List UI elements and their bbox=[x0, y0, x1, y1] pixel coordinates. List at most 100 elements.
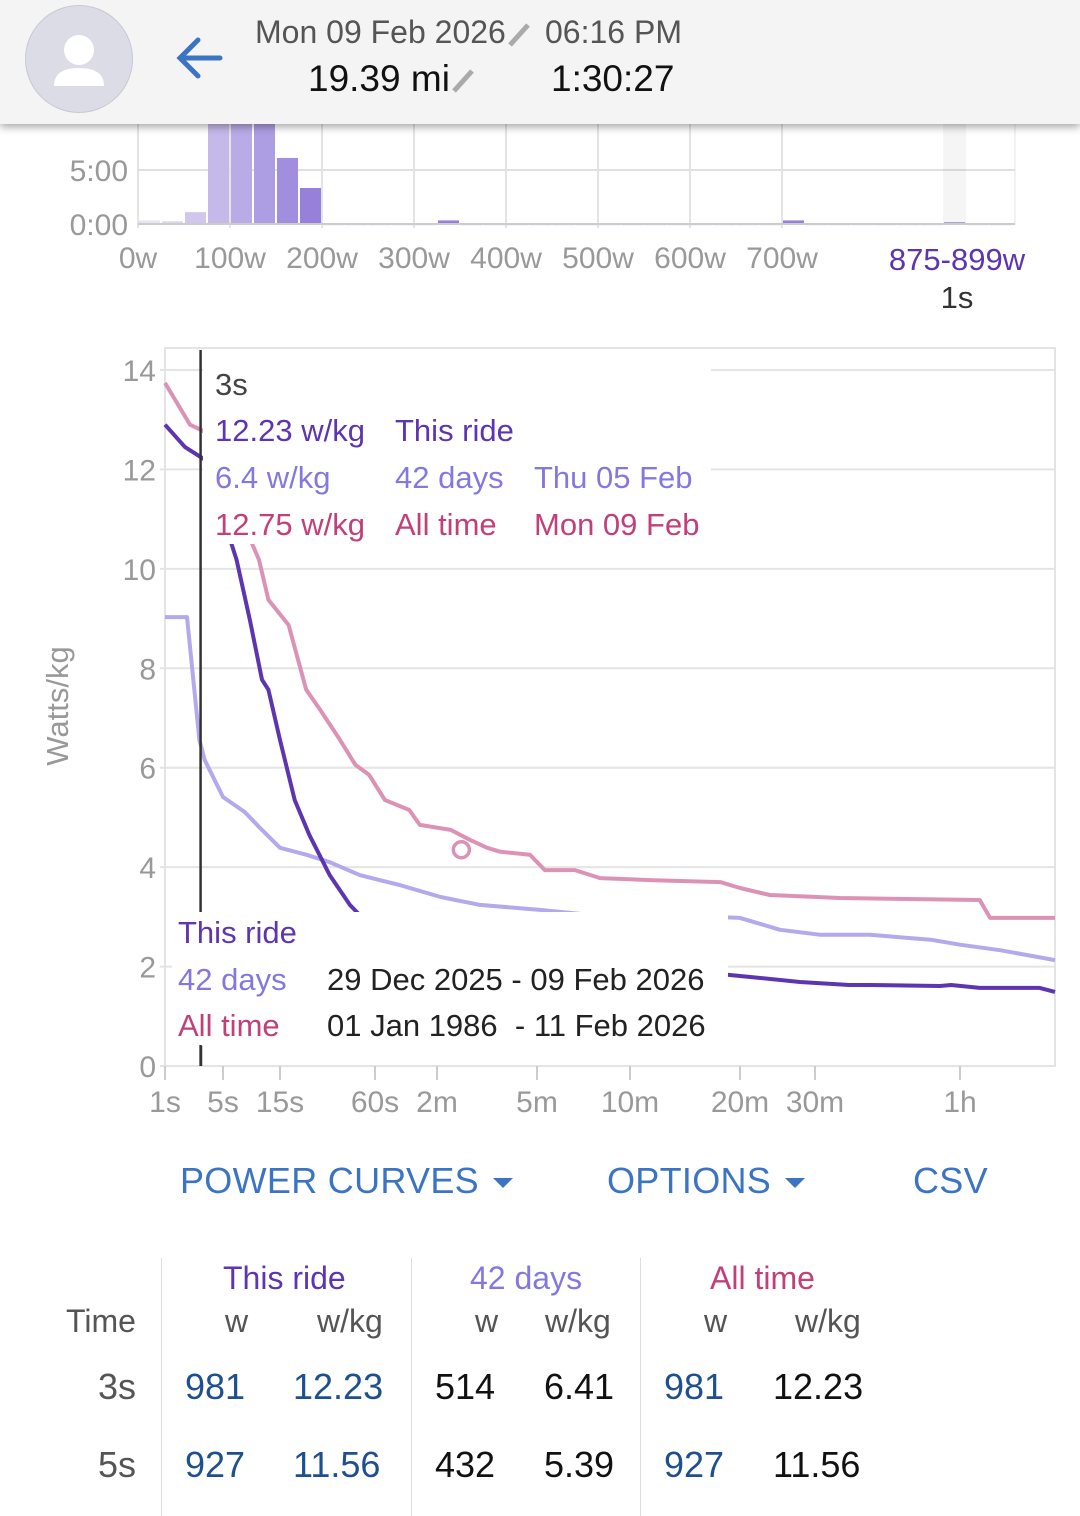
x-tick: 5s bbox=[207, 1086, 239, 1119]
series-line-all-time bbox=[163, 381, 1055, 920]
ride-wkg[interactable]: 12.23 bbox=[293, 1366, 384, 1407]
y-tick: 2 bbox=[139, 952, 156, 985]
distance-text: 19.39 mi bbox=[308, 58, 450, 99]
tooltip-all-value: 12.75 w/kg bbox=[215, 507, 365, 542]
col-w: w bbox=[475, 1303, 499, 1339]
divider bbox=[411, 1258, 412, 1516]
tooltip-42d-date: Thu 05 Feb bbox=[534, 460, 693, 495]
hist-bar bbox=[277, 157, 298, 224]
power-histogram[interactable]: 5:00 0:00 0w 100w 200w 300w 400w 500w 600w 700w… bbox=[70, 109, 1026, 315]
row-time: 5s bbox=[98, 1444, 137, 1485]
avatar[interactable] bbox=[25, 5, 133, 113]
options-label: OPTIONS bbox=[607, 1160, 772, 1201]
hist-bar bbox=[783, 220, 804, 224]
series-line-42-days bbox=[165, 615, 1056, 963]
legend-this-ride: This ride bbox=[178, 915, 297, 950]
col-wkg: w/kg bbox=[317, 1303, 383, 1339]
hist-bar bbox=[254, 124, 275, 224]
hist-x-tick: 700w bbox=[746, 242, 818, 275]
hist-bar bbox=[162, 221, 183, 224]
x-tick: 20m bbox=[711, 1086, 769, 1119]
group-this-ride: This ride bbox=[223, 1260, 346, 1296]
hist-bar bbox=[231, 124, 252, 224]
x-tick: 5m bbox=[516, 1086, 558, 1119]
time-header: Time bbox=[66, 1303, 136, 1339]
tooltip-duration: 3s bbox=[215, 367, 248, 402]
hist-bar bbox=[300, 188, 321, 224]
hist-x-tick: 200w bbox=[286, 242, 358, 275]
options-button[interactable]: OPTIONS bbox=[607, 1160, 806, 1202]
y-tick: 4 bbox=[139, 852, 156, 885]
tooltip-42d-value: 6.4 w/kg bbox=[215, 460, 330, 495]
y-tick: 12 bbox=[123, 454, 156, 487]
col-w: w bbox=[704, 1303, 728, 1339]
pencil-icon[interactable] bbox=[506, 21, 534, 49]
y-tick: 8 bbox=[139, 653, 156, 686]
divider bbox=[640, 1258, 641, 1516]
y-tick: 6 bbox=[139, 753, 156, 786]
activity-distance[interactable]: 19.39 mi bbox=[308, 58, 478, 100]
legend: This ride 42 days 29 Dec 2025 - 09 Feb 2… bbox=[172, 912, 728, 1045]
caret-down-icon bbox=[492, 1178, 513, 1189]
hist-x-tick: 600w bbox=[654, 242, 726, 275]
x-tick: 1h bbox=[943, 1086, 976, 1119]
power-curve-chart[interactable]: 0 2 4 6 8 10 12 14 1s 5s 15s 60s 2m 5m 10m 20m 30m 1h Wa… bbox=[40, 347, 1056, 1119]
hist-y-tick: 5:00 bbox=[70, 155, 128, 188]
x-tick: 2m bbox=[416, 1086, 458, 1119]
ride-w[interactable]: 981 bbox=[185, 1366, 246, 1407]
legend-42-days: 42 days bbox=[178, 962, 287, 997]
col-wkg: w/kg bbox=[545, 1303, 611, 1339]
back-button[interactable] bbox=[172, 30, 228, 86]
col-wkg: w/kg bbox=[795, 1303, 861, 1339]
activity-header: Mon 09 Feb 2026 06:16 PM 19.39 mi 1:30:2… bbox=[0, 0, 1080, 124]
tooltip-all-date: Mon 09 Feb bbox=[534, 507, 699, 542]
legend-42-days-range: 29 Dec 2025 - 09 Feb 2026 bbox=[327, 962, 704, 997]
hist-y-tick: 0:00 bbox=[70, 209, 128, 242]
ride-w[interactable]: 927 bbox=[185, 1444, 246, 1485]
x-tick: 15s bbox=[256, 1086, 304, 1119]
all-w[interactable]: 981 bbox=[664, 1366, 725, 1407]
activity-date[interactable]: Mon 09 Feb 2026 bbox=[255, 14, 534, 51]
tooltip-42d-label: 42 days bbox=[395, 460, 504, 495]
all-wkg: 12.23 bbox=[773, 1366, 864, 1407]
csv-button[interactable]: CSV bbox=[913, 1160, 988, 1202]
hist-bar bbox=[208, 124, 229, 224]
csv-label: CSV bbox=[913, 1160, 988, 1201]
x-tick: 60s bbox=[351, 1086, 399, 1119]
d42-wkg: 6.41 bbox=[544, 1366, 615, 1407]
tooltip: 3s 12.23 w/kg This ride 6.4 w/kg 42 days… bbox=[203, 352, 711, 544]
hist-selected-bin: 875-899w bbox=[889, 242, 1026, 277]
arrow-left-icon bbox=[176, 37, 223, 79]
y-tick: 0 bbox=[139, 1051, 156, 1084]
person-icon bbox=[54, 35, 104, 86]
d42-w: 514 bbox=[435, 1366, 496, 1407]
series-marker bbox=[451, 839, 472, 860]
date-text: Mon 09 Feb 2026 bbox=[255, 14, 506, 50]
group-42-days: 42 days bbox=[470, 1260, 583, 1296]
legend-all-time: All time bbox=[178, 1008, 280, 1043]
pencil-icon[interactable] bbox=[450, 67, 478, 95]
legend-all-time-range: 01 Jan 1986 - 11 Feb 2026 bbox=[327, 1008, 706, 1043]
row-time: 3s bbox=[98, 1366, 137, 1407]
y-tick: 14 bbox=[123, 355, 156, 388]
activity-time: 06:16 PM bbox=[545, 14, 682, 50]
power-curves-button[interactable]: POWER CURVES bbox=[180, 1160, 513, 1202]
ride-wkg[interactable]: 11.56 bbox=[293, 1444, 381, 1485]
caret-down-icon bbox=[785, 1178, 806, 1189]
y-axis-label: Watts/kg bbox=[40, 646, 75, 765]
hist-bar bbox=[185, 212, 206, 224]
tooltip-all-label: All time bbox=[395, 507, 497, 542]
power-curves-label: POWER CURVES bbox=[180, 1160, 479, 1201]
hist-bar bbox=[438, 220, 459, 224]
group-all-time: All time bbox=[710, 1260, 815, 1296]
x-tick: 1s bbox=[149, 1086, 181, 1119]
x-tick: 10m bbox=[601, 1086, 659, 1119]
hist-bar bbox=[139, 220, 160, 224]
activity-duration: 1:30:27 bbox=[551, 58, 675, 99]
d42-wkg: 5.39 bbox=[544, 1444, 615, 1485]
all-w[interactable]: 927 bbox=[664, 1444, 725, 1485]
all-wkg: 11.56 bbox=[773, 1444, 861, 1485]
d42-w: 432 bbox=[435, 1444, 496, 1485]
y-tick: 10 bbox=[123, 554, 156, 587]
